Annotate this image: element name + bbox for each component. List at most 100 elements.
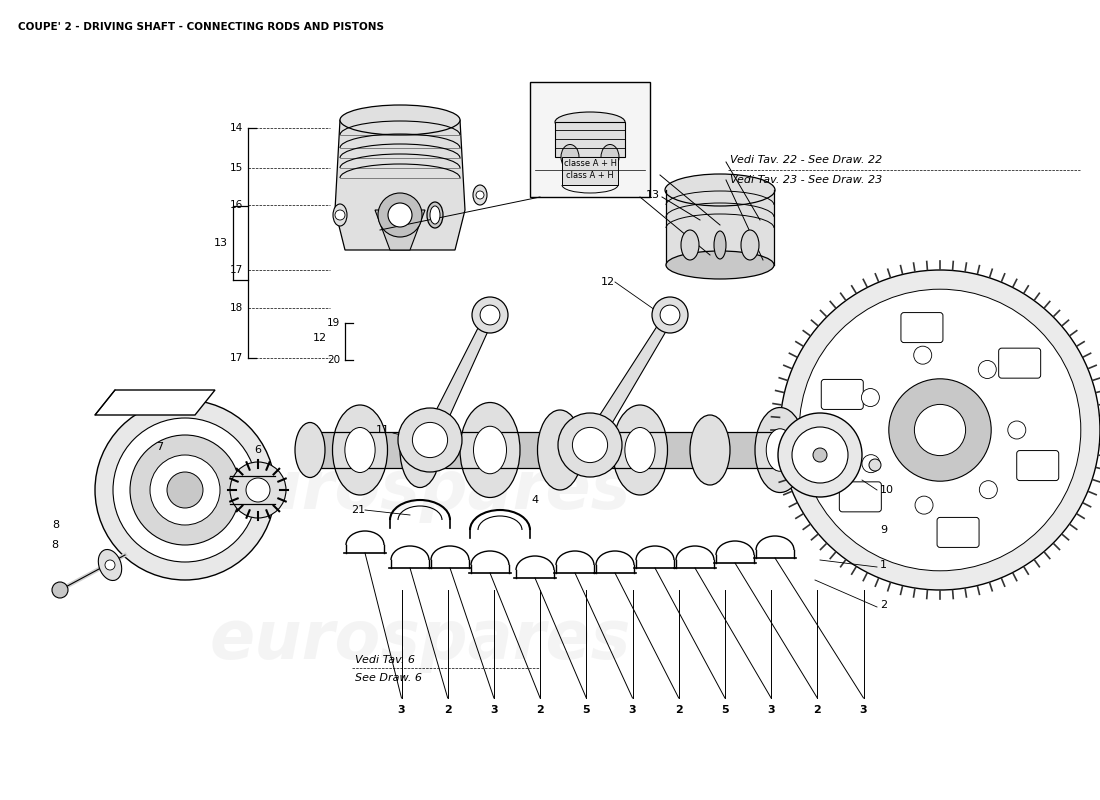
- Text: 5: 5: [722, 705, 728, 715]
- Circle shape: [476, 191, 484, 199]
- Ellipse shape: [741, 230, 759, 260]
- Bar: [310, 432, 810, 468]
- Ellipse shape: [538, 410, 583, 490]
- Bar: [530, 82, 650, 197]
- FancyBboxPatch shape: [999, 348, 1041, 378]
- Text: 12: 12: [601, 277, 615, 287]
- Circle shape: [1008, 421, 1026, 439]
- Circle shape: [130, 435, 240, 545]
- Circle shape: [150, 455, 220, 525]
- Ellipse shape: [795, 424, 825, 476]
- Circle shape: [914, 404, 966, 456]
- Circle shape: [780, 270, 1100, 590]
- Ellipse shape: [690, 415, 730, 485]
- FancyBboxPatch shape: [1016, 450, 1058, 481]
- Text: class A + H: class A + H: [566, 170, 614, 179]
- Ellipse shape: [714, 231, 726, 259]
- Circle shape: [800, 289, 1081, 571]
- Ellipse shape: [681, 230, 698, 260]
- Ellipse shape: [666, 174, 776, 206]
- Ellipse shape: [613, 405, 668, 495]
- Ellipse shape: [601, 145, 619, 170]
- Polygon shape: [583, 313, 674, 449]
- Circle shape: [869, 459, 881, 471]
- Ellipse shape: [400, 413, 440, 487]
- Circle shape: [378, 193, 422, 237]
- Circle shape: [113, 418, 257, 562]
- Bar: [258, 476, 275, 504]
- Polygon shape: [375, 210, 425, 250]
- Text: 3: 3: [629, 705, 636, 715]
- Text: 8: 8: [52, 540, 58, 550]
- Circle shape: [792, 427, 848, 483]
- Polygon shape: [422, 313, 494, 443]
- Polygon shape: [95, 390, 214, 415]
- Circle shape: [230, 462, 286, 518]
- Text: 11: 11: [376, 425, 390, 435]
- Text: 4: 4: [531, 495, 539, 505]
- Circle shape: [889, 379, 991, 481]
- Text: 2: 2: [880, 600, 887, 610]
- Ellipse shape: [625, 427, 656, 473]
- Circle shape: [412, 422, 448, 458]
- Ellipse shape: [767, 429, 794, 471]
- FancyBboxPatch shape: [839, 482, 881, 512]
- Text: 3: 3: [398, 705, 405, 715]
- Circle shape: [978, 361, 997, 378]
- Ellipse shape: [556, 112, 625, 132]
- Circle shape: [572, 427, 607, 462]
- Text: 3: 3: [491, 705, 497, 715]
- Circle shape: [660, 305, 680, 325]
- Ellipse shape: [755, 407, 805, 493]
- Text: COUPE' 2 - DRIVING SHAFT - CONNECTING RODS AND PISTONS: COUPE' 2 - DRIVING SHAFT - CONNECTING RO…: [18, 22, 384, 32]
- Ellipse shape: [666, 251, 774, 279]
- Text: eurospares: eurospares: [209, 607, 630, 673]
- Circle shape: [778, 413, 862, 497]
- Text: 13: 13: [214, 238, 228, 248]
- Ellipse shape: [427, 202, 443, 228]
- Ellipse shape: [332, 405, 387, 495]
- Ellipse shape: [561, 145, 579, 170]
- Text: 2: 2: [813, 705, 822, 715]
- Text: 7: 7: [156, 442, 164, 452]
- Circle shape: [472, 297, 508, 333]
- Text: 3: 3: [768, 705, 774, 715]
- FancyBboxPatch shape: [937, 518, 979, 547]
- Text: 17: 17: [230, 353, 243, 363]
- Circle shape: [915, 496, 933, 514]
- Ellipse shape: [430, 206, 440, 224]
- Circle shape: [398, 408, 462, 472]
- Circle shape: [652, 297, 688, 333]
- Text: 5: 5: [583, 705, 590, 715]
- Ellipse shape: [98, 550, 122, 581]
- Text: 10: 10: [880, 485, 894, 495]
- Text: 15: 15: [230, 163, 243, 173]
- Ellipse shape: [345, 427, 375, 473]
- Circle shape: [167, 472, 204, 508]
- Text: 17: 17: [230, 265, 243, 275]
- Text: 2: 2: [674, 705, 683, 715]
- Ellipse shape: [460, 402, 520, 498]
- Circle shape: [862, 454, 880, 473]
- Text: 21: 21: [351, 505, 365, 515]
- Text: Vedi Tav. 6: Vedi Tav. 6: [355, 655, 415, 665]
- Text: 6: 6: [254, 445, 262, 455]
- Text: 12: 12: [312, 333, 327, 343]
- Ellipse shape: [473, 185, 487, 205]
- Text: eurospares: eurospares: [209, 457, 630, 523]
- Polygon shape: [336, 120, 465, 250]
- Ellipse shape: [666, 176, 774, 204]
- FancyBboxPatch shape: [901, 313, 943, 342]
- Ellipse shape: [473, 426, 506, 474]
- Bar: [562, 157, 618, 185]
- Bar: [666, 190, 774, 265]
- Circle shape: [104, 560, 116, 570]
- Circle shape: [813, 448, 827, 462]
- Text: 14: 14: [230, 123, 243, 133]
- Text: 8: 8: [53, 520, 59, 530]
- Circle shape: [52, 582, 68, 598]
- Circle shape: [979, 481, 998, 498]
- Text: 18: 18: [230, 303, 243, 313]
- Circle shape: [861, 389, 879, 406]
- Text: Vedi Tav. 23 - See Draw. 23: Vedi Tav. 23 - See Draw. 23: [730, 175, 882, 185]
